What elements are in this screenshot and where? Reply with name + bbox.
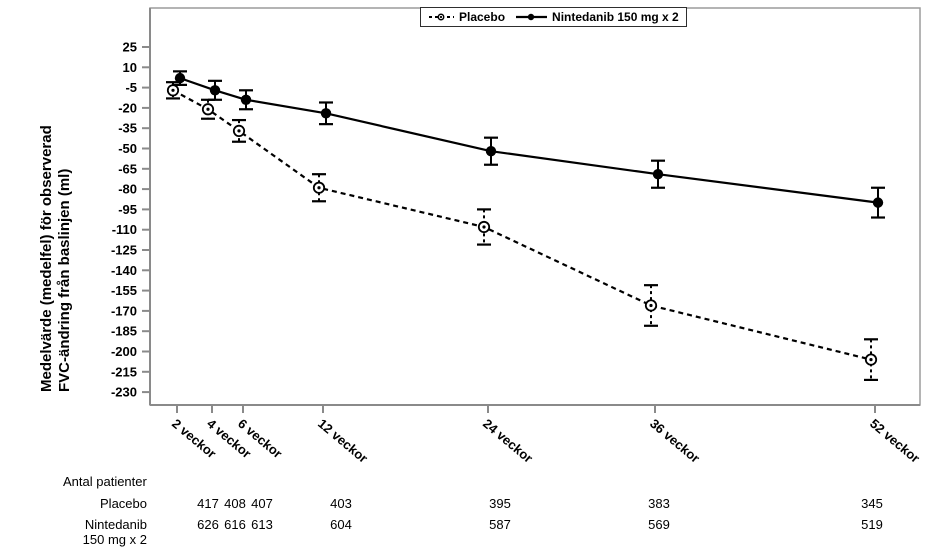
x-tick-label: 36 veckor	[647, 416, 703, 466]
y-tick-label: -230	[111, 385, 137, 400]
series-line-0	[172, 89, 872, 361]
table-row-label: 150 mg x 2	[83, 532, 147, 547]
legend-label-nintedanib: Nintedanib 150 mg x 2	[552, 10, 679, 24]
y-tick-label: -35	[118, 121, 137, 136]
marker-filled-circle	[652, 169, 664, 180]
y-tick-label: -20	[118, 100, 137, 115]
x-tick-label: 12 veckor	[315, 416, 371, 466]
table-value: 613	[251, 517, 273, 532]
y-tick-label: -5	[125, 80, 137, 95]
y-tick-label: -215	[111, 364, 137, 379]
y-tick-label: -185	[111, 324, 137, 339]
table-value: 383	[648, 496, 670, 511]
y-axis-title-line2: FVC-ändring från baslinjen (ml)	[56, 169, 73, 392]
marker-open-circle-dot	[171, 88, 175, 92]
marker-open-circle-dot	[869, 358, 873, 362]
y-tick-label: 25	[123, 40, 137, 55]
y-tick-label: -50	[118, 141, 137, 156]
marker-open-circle-dot	[237, 129, 241, 133]
y-tick-label: -140	[111, 263, 137, 278]
marker-open-circle-dot	[482, 225, 486, 229]
y-tick-label: -80	[118, 182, 137, 197]
table-row-label: Placebo	[100, 496, 147, 511]
y-tick-label: -110	[112, 222, 137, 237]
y-tick-label: 10	[123, 60, 137, 75]
legend-item-placebo: Placebo	[428, 10, 505, 24]
marker-filled-circle	[174, 72, 186, 84]
marker-filled-circle	[485, 146, 497, 157]
marker-filled-circle	[209, 85, 221, 96]
table-value: 408	[224, 496, 246, 511]
marker-open-circle-dot	[317, 186, 321, 190]
y-tick-label: -65	[118, 161, 137, 176]
table-header: Antal patienter	[63, 474, 148, 489]
table-value: 569	[648, 517, 670, 532]
y-tick-label: -155	[111, 283, 137, 298]
table-value: 519	[861, 517, 883, 532]
table-value: 395	[489, 496, 511, 511]
table-value: 616	[224, 517, 246, 532]
legend-item-nintedanib: Nintedanib 150 mg x 2	[515, 10, 679, 24]
table-value: 604	[330, 517, 352, 532]
table-value: 587	[489, 517, 511, 532]
x-tick-label: 24 veckor	[480, 416, 536, 466]
table-row-label: Nintedanib	[85, 517, 147, 532]
y-axis-title-line1: Medelvärde (medelfel) för observerad	[38, 125, 55, 392]
marker-open-circle-dot	[649, 303, 653, 308]
series-line-1	[179, 77, 879, 204]
nintedanib-line-sample-icon	[516, 13, 548, 21]
table-value: 403	[330, 496, 352, 511]
table-value: 417	[197, 496, 219, 511]
legend-label-placebo: Placebo	[459, 10, 506, 24]
marker-open-circle-dot	[206, 107, 210, 111]
marker-filled-circle	[240, 94, 252, 105]
table-value: 345	[861, 496, 883, 511]
legend: Placebo Nintedanib 150 mg x 2	[420, 7, 687, 27]
table-value: 626	[197, 517, 219, 532]
x-tick-label: 52 veckor	[867, 416, 923, 466]
y-tick-label: -125	[111, 242, 137, 257]
marker-filled-circle	[872, 197, 884, 208]
placebo-line-sample-icon	[429, 13, 454, 21]
table-value: 407	[251, 496, 273, 511]
y-tick-label: -200	[111, 344, 137, 359]
marker-filled-circle	[320, 108, 332, 119]
y-tick-label: -170	[111, 303, 137, 318]
y-tick-label: -95	[118, 202, 137, 217]
plot-frame	[149, 7, 921, 406]
